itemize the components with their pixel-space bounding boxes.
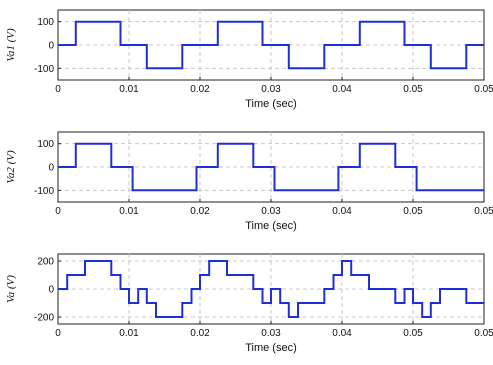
- y-axis-label: Va2 (V): [5, 150, 17, 184]
- x-tick-label: 0.05: [474, 206, 493, 217]
- x-axis-label: Time (sec): [245, 220, 297, 232]
- x-tick-label: 0.05: [403, 206, 423, 217]
- y-tick-label: -100: [34, 186, 54, 197]
- x-tick-label: 0.01: [119, 206, 139, 217]
- y-tick-label: 0: [48, 163, 54, 174]
- x-tick-label: 0.05: [403, 84, 423, 95]
- waveform-trace-1: [58, 20, 484, 70]
- x-tick-label: 0.03: [261, 328, 281, 339]
- x-tick-label: 0.05: [403, 328, 423, 339]
- x-tick-label: 0.04: [332, 206, 352, 217]
- y-axis-label: Va (V): [5, 275, 17, 303]
- waveform-trace-1: [58, 260, 484, 318]
- waveform-trace-1: [58, 142, 484, 192]
- x-tick-label: 0: [55, 328, 61, 339]
- x-tick-label: 0.04: [332, 84, 352, 95]
- y-tick-label: 200: [37, 257, 54, 268]
- x-tick-label: 0.01: [119, 328, 139, 339]
- x-tick-label: 0.03: [261, 84, 281, 95]
- y-tick-label: 0: [48, 285, 54, 296]
- x-axis-label: Time (sec): [245, 342, 297, 354]
- x-tick-label: 0: [55, 84, 61, 95]
- y-tick-label: 100: [37, 17, 54, 28]
- y-tick-label: 100: [37, 139, 54, 150]
- x-tick-label: 0.01: [119, 84, 139, 95]
- y-tick-label: -200: [34, 313, 54, 324]
- x-tick-label: 0.05: [474, 84, 493, 95]
- y-tick-label: 0: [48, 41, 54, 52]
- y-tick-label: -100: [34, 64, 54, 75]
- x-axis-label: Time (sec): [245, 98, 297, 110]
- x-tick-label: 0.04: [332, 328, 352, 339]
- x-tick-label: 0.02: [190, 84, 210, 95]
- x-tick-label: 0.03: [261, 206, 281, 217]
- x-tick-label: 0.02: [190, 328, 210, 339]
- x-tick-label: 0.05: [474, 328, 493, 339]
- x-tick-label: 0.02: [190, 206, 210, 217]
- x-tick-label: 0: [55, 206, 61, 217]
- y-axis-label: Va1 (V): [5, 28, 17, 62]
